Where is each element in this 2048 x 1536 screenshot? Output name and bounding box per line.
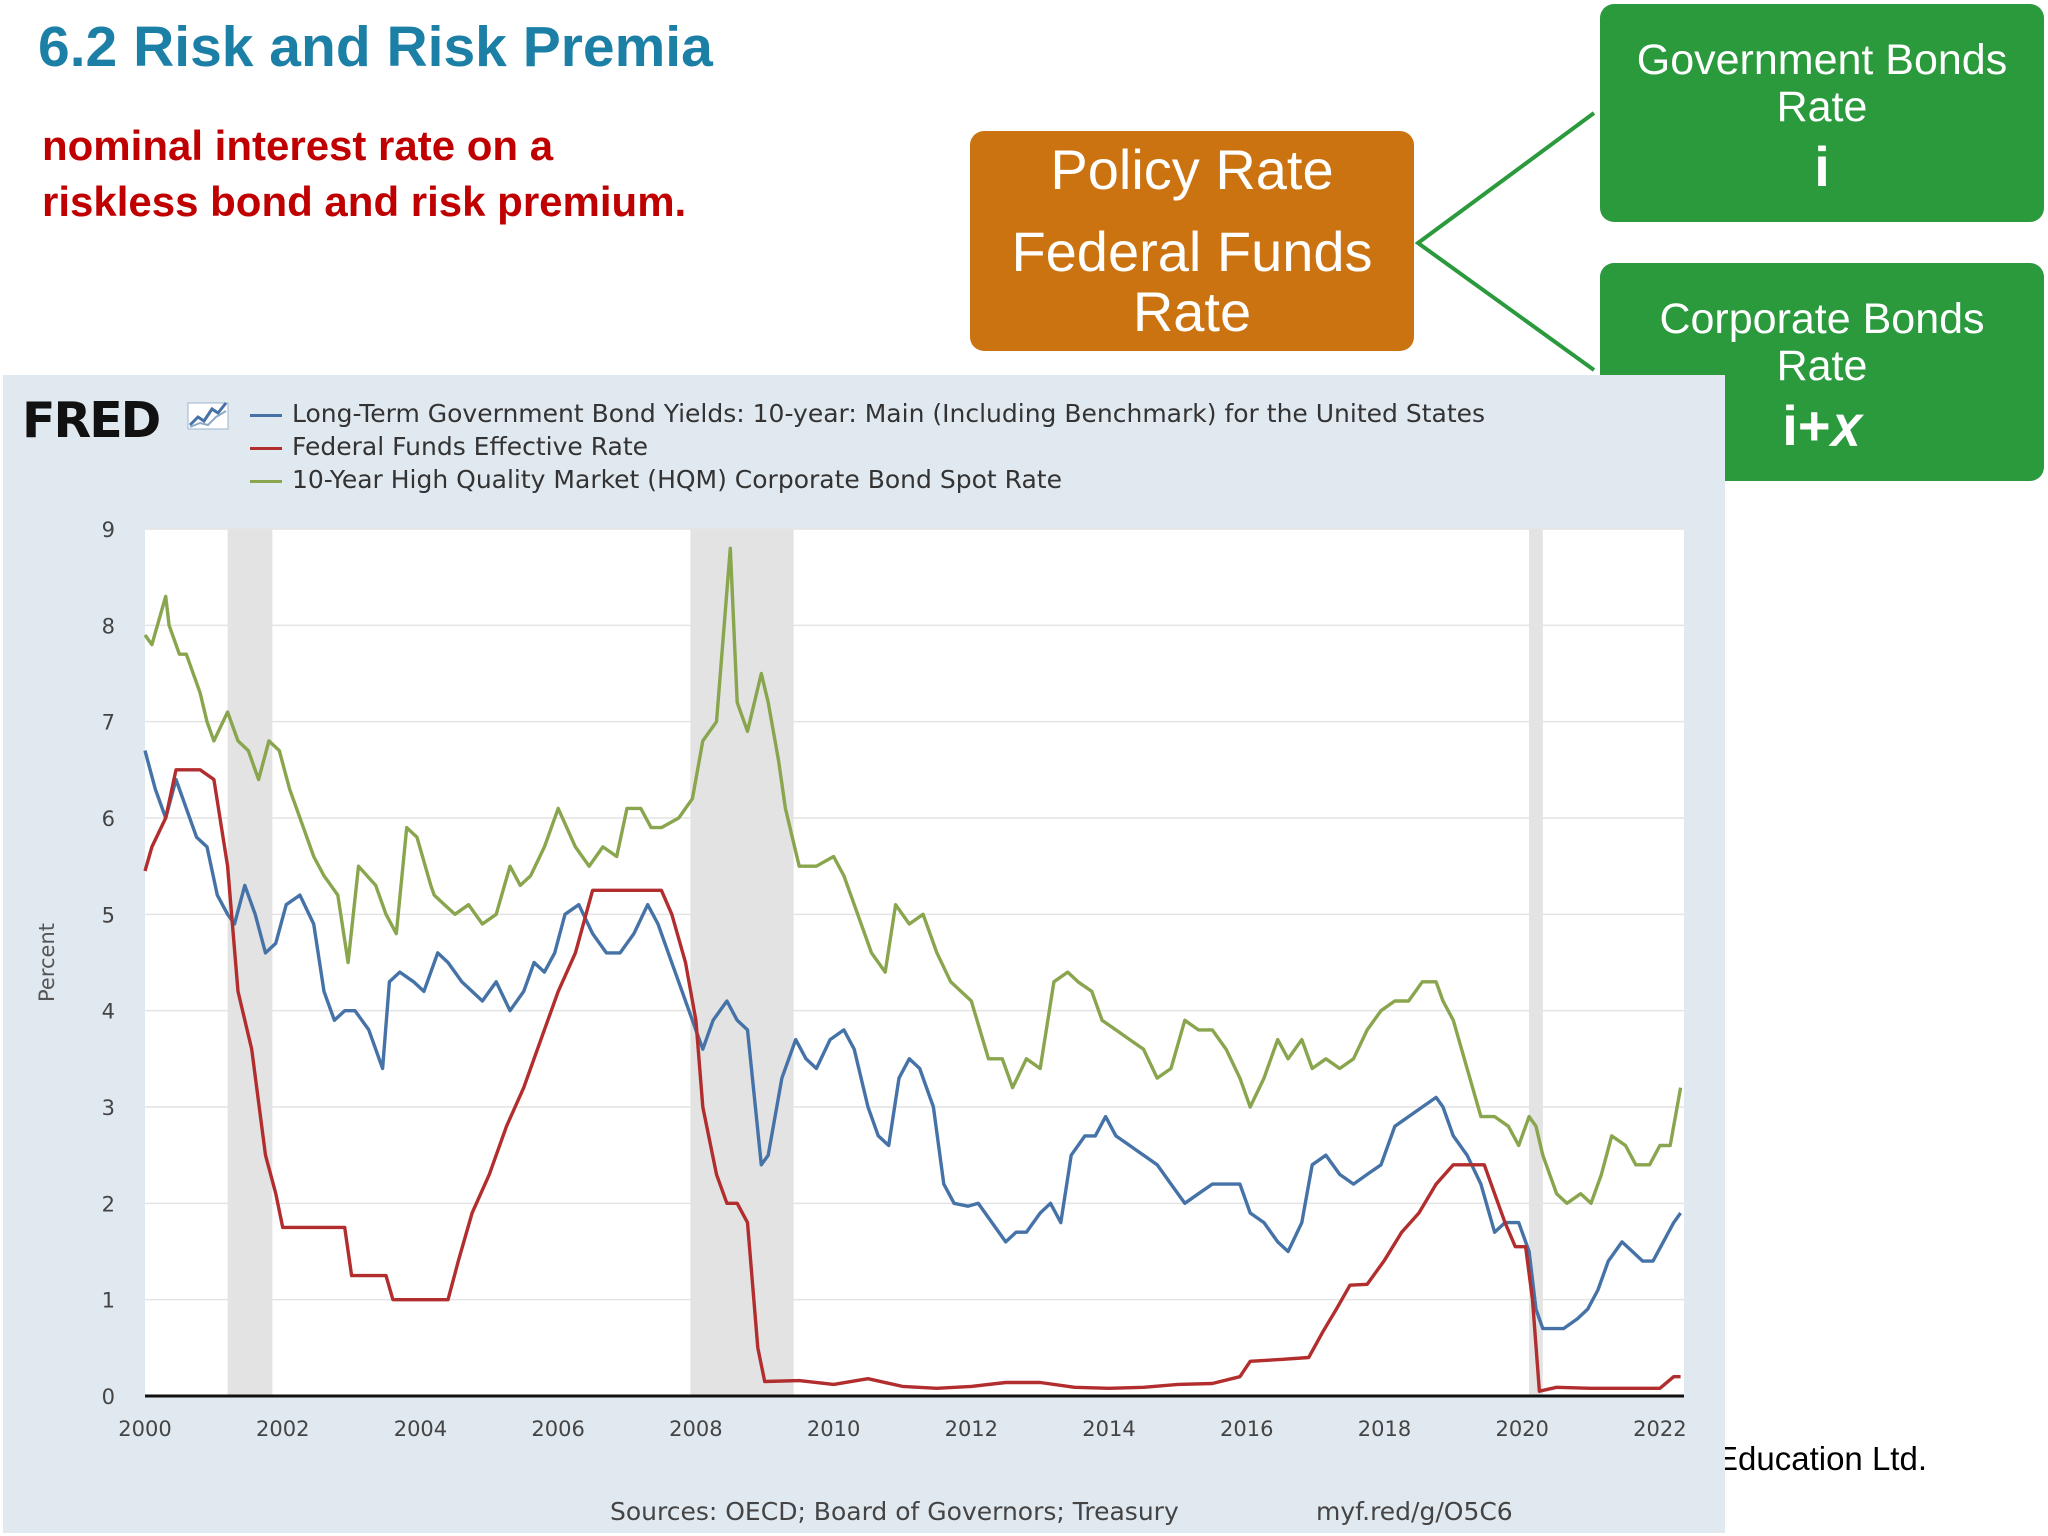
x-tick-label-2004: 2004 <box>394 1417 447 1441</box>
legend-label-government: Long-Term Government Bond Yields: 10-yea… <box>292 399 1486 428</box>
y-tick-label-3: 3 <box>102 1096 115 1120</box>
legend-swatch-government <box>250 413 282 417</box>
policy-rate-box: Policy Rate Federal Funds Rate <box>970 131 1414 351</box>
connector-lines <box>1414 111 1596 372</box>
corporate-rate-label: Rate <box>1776 341 1868 390</box>
slide-subtitle: nominal interest rate on a riskless bond… <box>42 118 686 230</box>
corporate-bonds-label: Corporate Bonds <box>1659 294 1985 343</box>
rate-label: Rate <box>1132 280 1252 343</box>
corporate-symbol: i+𝑥 <box>1782 393 1862 457</box>
government-bonds-label: Government Bonds <box>1636 35 2008 84</box>
legend-item-corporate: 10-Year High Quality Market (HQM) Corpor… <box>250 465 1062 494</box>
legend-item-government: Long-Term Government Bond Yields: 10-yea… <box>250 399 1485 428</box>
x-tick-label-2018: 2018 <box>1358 1417 1411 1441</box>
y-tick-label-1: 1 <box>102 1289 115 1313</box>
government-rate-label: Rate <box>1776 82 1868 131</box>
y-tick-label-7: 7 <box>102 711 115 735</box>
subtitle-line-2: riskless bond and risk premium. <box>42 178 687 225</box>
federal-funds-label: Federal Funds <box>1011 220 1373 283</box>
legend-swatch-corporate <box>250 479 282 483</box>
legend-label-fed-funds: Federal Funds Effective Rate <box>292 432 649 461</box>
y-tick-label-2: 2 <box>102 1192 115 1216</box>
government-symbol: i <box>1814 134 1830 198</box>
y-tick-label-9: 9 <box>102 518 115 542</box>
chart-url[interactable]: myf.red/g/O5C6 <box>1316 1497 1513 1526</box>
government-bond-yield-line <box>143 750 1682 1331</box>
x-tick-label-2020: 2020 <box>1495 1417 1548 1441</box>
x-tick-label-2006: 2006 <box>531 1417 584 1441</box>
x-tick-label-2008: 2008 <box>669 1417 722 1441</box>
legend-swatch-fed-funds <box>250 446 282 450</box>
fred-logo: FRED <box>22 392 161 449</box>
fed-funds-rate-line <box>143 768 1681 1393</box>
legend-item-fed-funds: Federal Funds Effective Rate <box>250 432 648 461</box>
x-tick-label-2002: 2002 <box>256 1417 309 1441</box>
x-tick-label-2022: 2022 <box>1633 1417 1686 1441</box>
y-tick-label-0: 0 <box>102 1385 115 1409</box>
y-tick-label-4: 4 <box>102 1000 115 1024</box>
chart-sources: Sources: OECD; Board of Governors; Treas… <box>610 1497 1179 1526</box>
y-tick-label-5: 5 <box>102 903 115 927</box>
x-tick-label-2016: 2016 <box>1220 1417 1273 1441</box>
y-tick-label-6: 6 <box>102 807 115 831</box>
x-tick-label-2010: 2010 <box>807 1417 860 1441</box>
recession-band-2 <box>1529 529 1543 1396</box>
corporate-bond-rate-line <box>143 546 1683 1206</box>
legend-label-corporate: 10-Year High Quality Market (HQM) Corpor… <box>292 465 1062 494</box>
x-tick-label-2012: 2012 <box>945 1417 998 1441</box>
copyright-text: Education Ltd. <box>1716 1440 1927 1477</box>
recession-band-1 <box>690 529 794 1396</box>
x-tick-label-2014: 2014 <box>1082 1417 1135 1441</box>
fred-graph-icon <box>187 402 229 430</box>
government-bonds-box: Government Bonds Rate i <box>1600 4 2044 222</box>
policy-rate-label: Policy Rate <box>1050 138 1334 201</box>
slide-title: 6.2 Risk and Risk Premia <box>38 15 713 79</box>
subtitle-line-1: nominal interest rate on a <box>42 122 554 169</box>
x-tick-label-2000: 2000 <box>118 1417 171 1441</box>
y-tick-label-8: 8 <box>102 614 115 638</box>
y-axis-label: Percent <box>35 923 59 1002</box>
plot-area <box>145 529 1684 1396</box>
